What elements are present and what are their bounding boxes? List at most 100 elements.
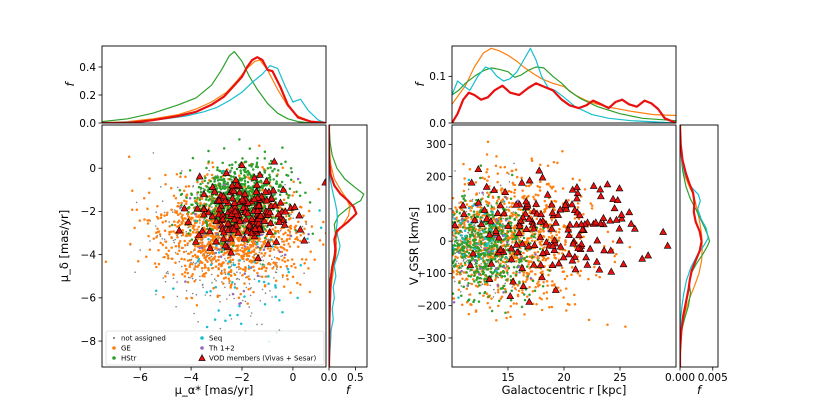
scatter-point <box>528 293 531 297</box>
vod-triangle-point <box>221 241 230 249</box>
scatter-point <box>243 179 247 183</box>
scatter-point <box>209 263 213 266</box>
scatter-point <box>203 227 206 231</box>
scatter-point <box>162 296 165 299</box>
scatter-point <box>256 274 260 278</box>
scatter-point <box>277 229 280 233</box>
scatter-point <box>281 274 285 277</box>
vod-triangle-point <box>231 207 240 215</box>
scatter-point <box>473 259 476 262</box>
scatter-point <box>258 144 261 147</box>
scatter-point <box>552 185 555 188</box>
scatter-point <box>513 191 516 194</box>
scatter-point <box>501 274 504 278</box>
scatter-point <box>526 265 529 268</box>
scatter-point <box>244 265 247 269</box>
scatter-point <box>148 177 151 180</box>
scatter-point <box>528 285 531 289</box>
scatter-point <box>229 233 232 236</box>
scatter-point <box>277 235 281 239</box>
scatter-point <box>204 265 207 269</box>
scatter-point <box>181 217 184 221</box>
vod-triangle-point <box>256 211 265 219</box>
scatter-point <box>279 265 282 269</box>
scatter-point <box>214 226 218 229</box>
scatter-point <box>191 226 195 230</box>
scatter-point <box>500 199 503 203</box>
scatter-point <box>287 242 290 245</box>
vod-triangle-point <box>193 204 202 212</box>
scatter-point <box>494 260 498 263</box>
scatter-point <box>498 227 501 231</box>
scatter-point <box>531 279 535 283</box>
scatter-point <box>188 225 191 228</box>
scatter-point <box>509 275 512 278</box>
scatter-point <box>499 241 503 244</box>
scatter-point <box>498 222 502 226</box>
vod-triangle-point <box>228 181 237 189</box>
scatter-point <box>463 261 467 265</box>
scatter-point <box>541 270 544 273</box>
scatter-point <box>481 237 485 241</box>
scatter-point <box>288 245 292 248</box>
scatter-point <box>212 251 215 255</box>
scatter-point <box>285 274 289 277</box>
scatter-point <box>483 280 487 283</box>
scatter-point <box>172 211 174 213</box>
scatter-point <box>522 293 526 296</box>
scatter-point <box>198 241 202 245</box>
scatter-point <box>210 273 213 276</box>
scatter-point <box>479 216 483 219</box>
scatter-point <box>487 242 490 245</box>
scatter-point <box>533 289 537 293</box>
scatter-point <box>191 277 194 280</box>
scatter-point <box>271 169 274 173</box>
scatter-point <box>271 296 273 298</box>
scatter-point <box>263 157 267 160</box>
scatter-point <box>282 246 285 250</box>
scatter-point <box>173 223 177 227</box>
scatter-point <box>174 210 177 214</box>
scatter-point <box>466 239 470 243</box>
scatter-point <box>230 264 233 266</box>
scatter-point <box>221 281 223 283</box>
vod-triangle-point <box>195 230 203 238</box>
scatter-point <box>490 239 494 242</box>
scatter-point <box>615 252 618 256</box>
scatter-point <box>536 194 540 197</box>
scatter-point <box>452 210 455 214</box>
vod-triangle-point <box>215 196 223 204</box>
scatter-point <box>517 265 521 268</box>
vod-triangle-point <box>252 187 261 195</box>
scatter-point <box>491 256 495 259</box>
scatter-point <box>266 218 269 221</box>
scatter-point <box>176 295 179 298</box>
scatter-point <box>274 197 278 201</box>
scatter-point <box>521 288 524 292</box>
scatter-point <box>218 190 221 194</box>
scatter-point <box>179 193 183 197</box>
scatter-point <box>265 229 268 233</box>
scatter-point <box>292 180 295 183</box>
scatter-point <box>200 197 204 201</box>
scatter-point <box>233 273 237 276</box>
scatter-group-vod-members-vivas-sesar- <box>452 165 672 305</box>
scatter-point <box>522 234 525 237</box>
scatter-point <box>501 229 504 233</box>
scatter-point <box>216 274 220 277</box>
scatter-point <box>483 227 487 231</box>
scatter-point <box>227 260 231 263</box>
scatter-point <box>266 167 270 170</box>
scatter-point <box>530 234 533 238</box>
scatter-point <box>289 166 293 170</box>
scatter-point <box>452 252 455 255</box>
scatter-point <box>158 233 162 236</box>
scatter-point <box>210 259 213 263</box>
scatter-point <box>247 254 251 258</box>
scatter-point <box>193 280 196 283</box>
scatter-point <box>183 199 186 202</box>
scatter-point <box>490 205 494 209</box>
scatter-point <box>624 325 627 328</box>
scatter-point <box>464 216 468 220</box>
scatter-point <box>262 248 266 252</box>
